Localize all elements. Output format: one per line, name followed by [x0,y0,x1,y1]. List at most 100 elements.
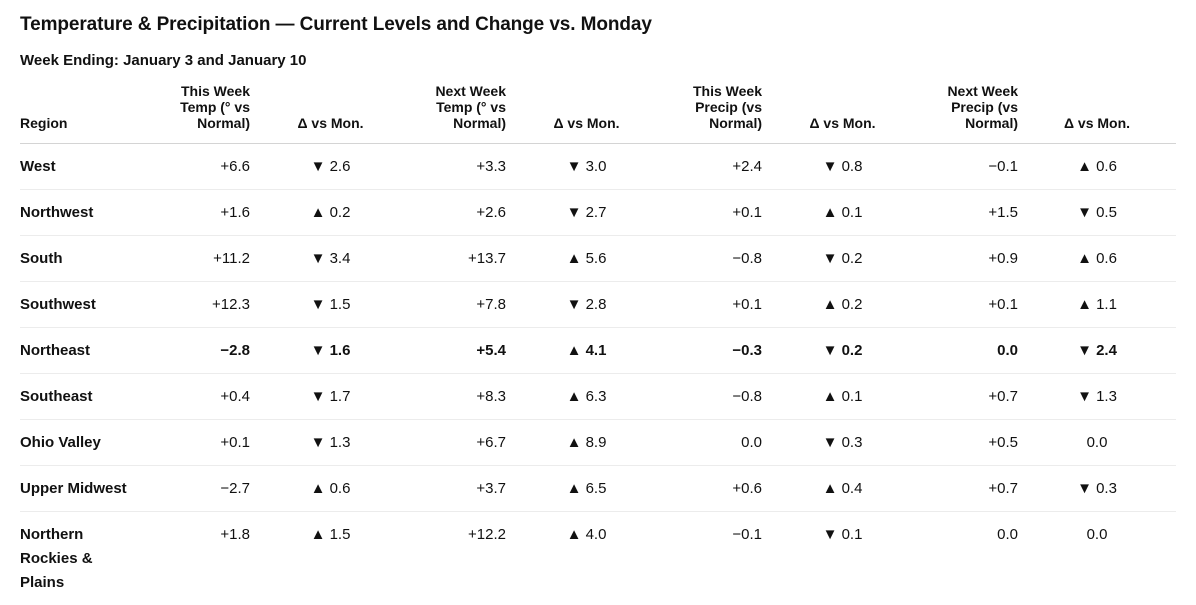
column-header: This Week Temp (° vs Normal) [132,83,250,144]
delta-cell: ▼ 2.8 [506,282,667,328]
delta-cell: ▲ 0.6 [1018,144,1176,190]
value-cell: +1.8 [132,512,250,605]
delta-cell: ▼ 0.3 [762,420,923,466]
value-cell: +0.1 [132,420,250,466]
value-cell: 0.0 [667,420,762,466]
value-cell: +0.1 [667,282,762,328]
value-cell: +5.4 [411,328,506,374]
column-header: This Week Precip (vs Normal) [667,83,762,144]
column-header: Next Week Temp (° vs Normal) [411,83,506,144]
value-cell: −0.1 [667,512,762,605]
column-header: Δ vs Mon. [506,83,667,144]
delta-cell: ▲ 0.6 [250,466,411,512]
region-cell: Ohio Valley [20,420,132,466]
value-cell: +1.6 [132,190,250,236]
value-cell: +3.7 [411,466,506,512]
table-row: Southeast+0.4▼ 1.7+8.3▲ 6.3−0.8▲ 0.1+0.7… [20,374,1176,420]
delta-cell: ▼ 0.2 [762,236,923,282]
delta-cell: ▲ 6.5 [506,466,667,512]
value-cell: −0.8 [667,374,762,420]
value-cell: +0.7 [923,466,1018,512]
value-cell: −2.8 [132,328,250,374]
value-cell: +12.3 [132,282,250,328]
delta-cell: ▼ 2.4 [1018,328,1176,374]
delta-cell: ▲ 0.2 [762,282,923,328]
delta-cell: ▼ 2.6 [250,144,411,190]
table-row: Northwest+1.6▲ 0.2+2.6▼ 2.7+0.1▲ 0.1+1.5… [20,190,1176,236]
column-header: Δ vs Mon. [250,83,411,144]
table-row: South+11.2▼ 3.4+13.7▲ 5.6−0.8▼ 0.2+0.9▲ … [20,236,1176,282]
table-row: Upper Midwest−2.7▲ 0.6+3.7▲ 6.5+0.6▲ 0.4… [20,466,1176,512]
delta-cell: ▲ 5.6 [506,236,667,282]
table-body: West+6.6▼ 2.6+3.3▼ 3.0+2.4▼ 0.8−0.1▲ 0.6… [20,144,1176,605]
page-title: Temperature & Precipitation — Current Le… [20,12,1176,38]
delta-cell: ▼ 1.7 [250,374,411,420]
value-cell: +7.8 [411,282,506,328]
value-cell: +0.1 [923,282,1018,328]
value-cell: +2.6 [411,190,506,236]
region-cell: Northeast [20,328,132,374]
page-subtitle: Week Ending: January 3 and January 10 [20,52,1176,70]
value-cell: +0.7 [923,374,1018,420]
value-cell: 0.0 [923,512,1018,605]
value-cell: +0.6 [667,466,762,512]
delta-cell: 0.0 [1018,512,1176,605]
value-cell: −2.7 [132,466,250,512]
value-cell: +0.9 [923,236,1018,282]
value-cell: +8.3 [411,374,506,420]
delta-cell: ▲ 0.1 [762,190,923,236]
value-cell: +0.5 [923,420,1018,466]
delta-cell: ▼ 3.4 [250,236,411,282]
delta-cell: ▼ 1.5 [250,282,411,328]
delta-cell: ▼ 1.3 [1018,374,1176,420]
value-cell: −0.3 [667,328,762,374]
region-cell: Southeast [20,374,132,420]
delta-cell: ▲ 0.4 [762,466,923,512]
delta-cell: ▲ 8.9 [506,420,667,466]
delta-cell: ▲ 0.2 [250,190,411,236]
value-cell: −0.1 [923,144,1018,190]
column-header: Δ vs Mon. [1018,83,1176,144]
value-cell: +0.4 [132,374,250,420]
region-cell: West [20,144,132,190]
delta-cell: ▲ 1.5 [250,512,411,605]
value-cell: 0.0 [923,328,1018,374]
region-cell: Northwest [20,190,132,236]
value-cell: +12.2 [411,512,506,605]
value-cell: −0.8 [667,236,762,282]
delta-cell: ▼ 0.3 [1018,466,1176,512]
column-header: Next Week Precip (vs Normal) [923,83,1018,144]
delta-cell: ▲ 0.6 [1018,236,1176,282]
delta-cell: ▲ 4.0 [506,512,667,605]
delta-cell: ▲ 1.1 [1018,282,1176,328]
delta-cell: ▼ 0.5 [1018,190,1176,236]
value-cell: +0.1 [667,190,762,236]
value-cell: +1.5 [923,190,1018,236]
delta-cell: ▼ 0.8 [762,144,923,190]
value-cell: +6.7 [411,420,506,466]
region-cell: Northern Rockies & Plains [20,512,132,605]
delta-cell: ▼ 1.6 [250,328,411,374]
value-cell: +3.3 [411,144,506,190]
value-cell: +6.6 [132,144,250,190]
region-cell: Upper Midwest [20,466,132,512]
delta-cell: ▲ 6.3 [506,374,667,420]
column-header: Δ vs Mon. [762,83,923,144]
delta-cell: ▲ 0.1 [762,374,923,420]
delta-cell: ▼ 3.0 [506,144,667,190]
table-row: Northern Rockies & Plains+1.8▲ 1.5+12.2▲… [20,512,1176,605]
region-cell: Southwest [20,282,132,328]
value-cell: +2.4 [667,144,762,190]
value-cell: +11.2 [132,236,250,282]
value-cell: +13.7 [411,236,506,282]
table-row: West+6.6▼ 2.6+3.3▼ 3.0+2.4▼ 0.8−0.1▲ 0.6 [20,144,1176,190]
delta-cell: ▲ 4.1 [506,328,667,374]
delta-cell: 0.0 [1018,420,1176,466]
delta-cell: ▼ 2.7 [506,190,667,236]
delta-cell: ▼ 1.3 [250,420,411,466]
delta-cell: ▼ 0.1 [762,512,923,605]
